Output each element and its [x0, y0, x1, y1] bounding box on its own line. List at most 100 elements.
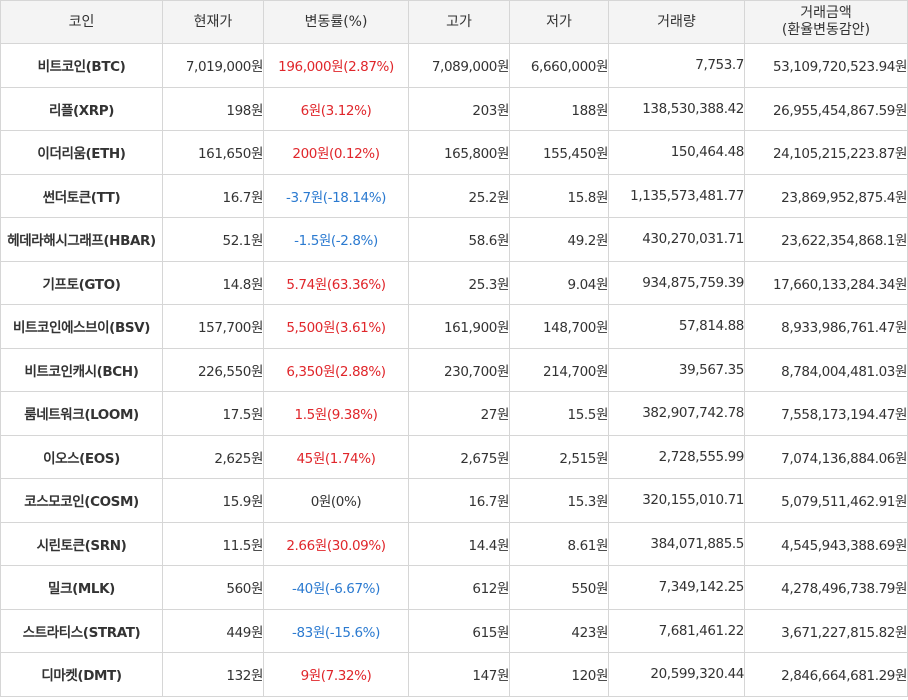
amount-cell: 3,671,227,815.82원	[744, 608, 908, 653]
volume-cell: 2,728,555.99	[608, 434, 745, 479]
low-cell: 155,450원	[509, 130, 609, 175]
low-cell: 15.5원	[509, 391, 609, 436]
high-cell: 25.3원	[408, 260, 510, 305]
table-row: 이오스(EOS) 2,625원 45원(1.74%) 2,675원 2,515원 2,72…	[0, 434, 908, 479]
change-cell: -40원(-6.67%)	[263, 565, 409, 610]
high-cell: 230,700원	[408, 347, 510, 392]
high-cell: 16.7원	[408, 478, 510, 523]
coin-name-cell: 비트코인(BTC)	[0, 43, 163, 88]
high-cell: 165,800원	[408, 130, 510, 175]
high-cell: 615원	[408, 608, 510, 653]
amount-cell: 17,660,133,284.34원	[744, 260, 908, 305]
header-amount: 거래금액 (환율변동감안)	[744, 0, 908, 44]
price-cell: 16.7원	[162, 173, 264, 218]
table-row: 비트코인(BTC) 7,019,000원 196,000원(2.87%) 7,089,…	[0, 43, 908, 88]
price-cell: 52.1원	[162, 217, 264, 262]
low-cell: 550원	[509, 565, 609, 610]
volume-cell: 934,875,759.39	[608, 260, 745, 305]
volume-cell: 7,349,142.25	[608, 565, 745, 610]
coin-name-cell: 룸네트워크(LOOM)	[0, 391, 163, 436]
high-cell: 14.4원	[408, 521, 510, 566]
volume-cell: 7,681,461.22	[608, 608, 745, 653]
change-cell: -3.7원(-18.14%)	[263, 173, 409, 218]
table-row: 헤데라해시그래프(HBAR) 52.1원 -1.5원(-2.8%) 58.6원 49.2…	[0, 217, 908, 262]
price-cell: 11.5원	[162, 521, 264, 566]
low-cell: 15.3원	[509, 478, 609, 523]
coin-name-cell: 헤데라해시그래프(HBAR)	[0, 217, 163, 262]
low-cell: 188원	[509, 86, 609, 131]
amount-cell: 24,105,215,223.87원	[744, 130, 908, 175]
low-cell: 214,700원	[509, 347, 609, 392]
amount-cell: 4,545,943,388.69원	[744, 521, 908, 566]
low-cell: 423원	[509, 608, 609, 653]
low-cell: 9.04원	[509, 260, 609, 305]
table-row: 비트코인에스브이(BSV) 157,700원 5,500원(3.61%) 161,90…	[0, 304, 908, 349]
high-cell: 25.2원	[408, 173, 510, 218]
coin-name-cell: 시린토큰(SRN)	[0, 521, 163, 566]
coin-name-cell: 코스모코인(COSM)	[0, 478, 163, 523]
header-change: 변동률(%)	[263, 0, 409, 44]
volume-cell: 7,753.7	[608, 43, 745, 88]
high-cell: 2,675원	[408, 434, 510, 479]
price-cell: 2,625원	[162, 434, 264, 479]
header-low: 저가	[509, 0, 609, 44]
volume-cell: 150,464.48	[608, 130, 745, 175]
high-cell: 612원	[408, 565, 510, 610]
change-cell: 196,000원(2.87%)	[263, 43, 409, 88]
amount-cell: 8,933,986,761.47원	[744, 304, 908, 349]
amount-cell: 26,955,454,867.59원	[744, 86, 908, 131]
volume-cell: 138,530,388.42	[608, 86, 745, 131]
change-cell: 5,500원(3.61%)	[263, 304, 409, 349]
volume-cell: 20,599,320.44	[608, 652, 745, 697]
coin-name-cell: 리플(XRP)	[0, 86, 163, 131]
low-cell: 2,515원	[509, 434, 609, 479]
table-row: 이더리움(ETH) 161,650원 200원(0.12%) 165,800원 155,…	[0, 130, 908, 175]
price-cell: 132원	[162, 652, 264, 697]
low-cell: 148,700원	[509, 304, 609, 349]
volume-cell: 320,155,010.71	[608, 478, 745, 523]
coin-name-cell: 비트코인캐시(BCH)	[0, 347, 163, 392]
low-cell: 15.8원	[509, 173, 609, 218]
volume-cell: 430,270,031.71	[608, 217, 745, 262]
coin-name-cell: 이오스(EOS)	[0, 434, 163, 479]
header-volume: 거래량	[608, 0, 745, 44]
volume-cell: 384,071,885.5	[608, 521, 745, 566]
coin-name-cell: 스트라티스(STRAT)	[0, 608, 163, 653]
coin-name-cell: 디마켓(DMT)	[0, 652, 163, 697]
price-cell: 17.5원	[162, 391, 264, 436]
amount-cell: 2,846,664,681.29원	[744, 652, 908, 697]
low-cell: 49.2원	[509, 217, 609, 262]
table-row: 시린토큰(SRN) 11.5원 2.66원(30.09%) 14.4원 8.61원 384…	[0, 521, 908, 566]
table-row: 룸네트워크(LOOM) 17.5원 1.5원(9.38%) 27원 15.5원 382,9…	[0, 391, 908, 436]
low-cell: 6,660,000원	[509, 43, 609, 88]
high-cell: 203원	[408, 86, 510, 131]
change-cell: 5.74원(63.36%)	[263, 260, 409, 305]
high-cell: 58.6원	[408, 217, 510, 262]
coin-name-cell: 밀크(MLK)	[0, 565, 163, 610]
table-row: 밀크(MLK) 560원 -40원(-6.67%) 612원 550원 7,349,142…	[0, 565, 908, 610]
volume-cell: 39,567.35	[608, 347, 745, 392]
high-cell: 147원	[408, 652, 510, 697]
amount-cell: 5,079,511,462.91원	[744, 478, 908, 523]
low-cell: 8.61원	[509, 521, 609, 566]
table-row: 디마켓(DMT) 132원 9원(7.32%) 147원 120원 20,599,320.…	[0, 652, 908, 697]
price-cell: 449원	[162, 608, 264, 653]
change-cell: 6원(3.12%)	[263, 86, 409, 131]
amount-cell: 53,109,720,523.94원	[744, 43, 908, 88]
price-cell: 15.9원	[162, 478, 264, 523]
coin-name-cell: 비트코인에스브이(BSV)	[0, 304, 163, 349]
change-cell: 45원(1.74%)	[263, 434, 409, 479]
table-row: 썬더토큰(TT) 16.7원 -3.7원(-18.14%) 25.2원 15.8원 1,1…	[0, 173, 908, 218]
coin-name-cell: 기프토(GTO)	[0, 260, 163, 305]
amount-cell: 8,784,004,481.03원	[744, 347, 908, 392]
table-header-row: 코인 현재가 변동률(%) 고가 저가 거래량 거래금액 (환율변동감안)	[0, 0, 908, 44]
change-cell: 1.5원(9.38%)	[263, 391, 409, 436]
coin-name-cell: 썬더토큰(TT)	[0, 173, 163, 218]
change-cell: 6,350원(2.88%)	[263, 347, 409, 392]
table-row: 비트코인캐시(BCH) 226,550원 6,350원(2.88%) 230,700원…	[0, 347, 908, 392]
change-cell: -83원(-15.6%)	[263, 608, 409, 653]
price-cell: 161,650원	[162, 130, 264, 175]
change-cell: 9원(7.32%)	[263, 652, 409, 697]
table-row: 코스모코인(COSM) 15.9원 0원(0%) 16.7원 15.3원 320,155,…	[0, 478, 908, 523]
